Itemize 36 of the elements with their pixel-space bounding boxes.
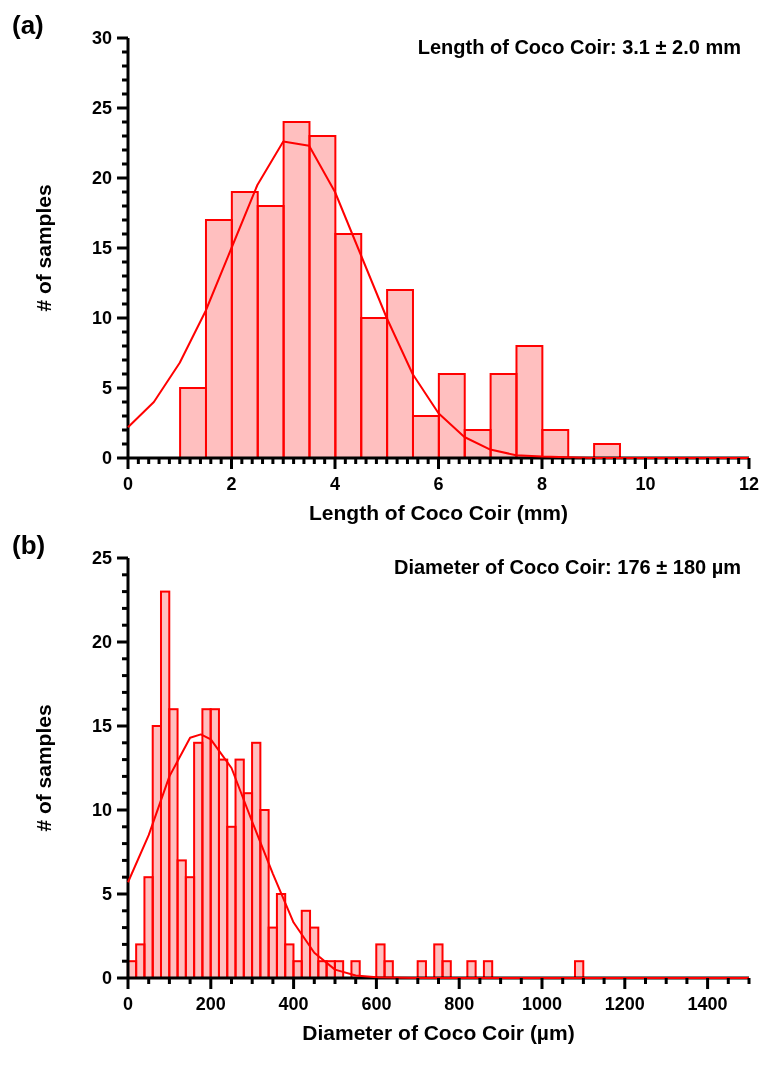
- y-tick-label: 10: [91, 800, 112, 820]
- x-tick-label: 8: [536, 474, 548, 494]
- text: (b): [12, 530, 46, 560]
- y-tick-label: 25: [91, 548, 112, 568]
- y-tick-label: 0: [101, 968, 112, 988]
- y-tick-label: 5: [101, 378, 112, 398]
- x-tick-label: 1400: [687, 994, 728, 1014]
- x-tick-label: 0: [122, 474, 134, 494]
- y-tick-label: 30: [91, 28, 112, 48]
- y-tick-label: 20: [91, 168, 112, 188]
- x-axis-title: Length of Coco Coir (mm): [309, 501, 568, 524]
- y-tick-label: 15: [91, 238, 112, 258]
- x-tick-label: 600: [361, 994, 392, 1014]
- y-tick-label: 5: [101, 884, 112, 904]
- y-tick-label: 15: [91, 716, 112, 736]
- x-tick-label: 1200: [604, 994, 645, 1014]
- x-tick-label: 2: [226, 474, 237, 494]
- x-tick-label: 4: [329, 474, 341, 494]
- chart-title: Length of Coco Coir: 3.1 ± 2.0 mm: [417, 36, 741, 58]
- x-tick-label: 400: [278, 994, 309, 1014]
- x-tick-label: 12: [738, 474, 760, 494]
- text: (a): [12, 10, 44, 40]
- x-tick-label: 200: [195, 994, 226, 1014]
- x-tick-label: 800: [444, 994, 475, 1014]
- y-tick-label: 0: [101, 448, 112, 468]
- x-axis-title: Diameter of Coco Coir (µm): [302, 1021, 575, 1044]
- y-axis-title: # of samples: [32, 704, 56, 832]
- y-tick-label: 25: [91, 98, 112, 118]
- y-axis-title: # of samples: [32, 184, 56, 312]
- y-tick-label: 10: [91, 308, 112, 328]
- x-tick-label: 6: [433, 474, 444, 494]
- y-tick-label: 20: [91, 632, 112, 652]
- x-tick-label: 10: [635, 474, 656, 494]
- x-tick-label: 1000: [521, 994, 563, 1014]
- x-tick-label: 0: [122, 994, 134, 1014]
- chart-title: Diameter of Coco Coir: 176 ± 180 µm: [393, 556, 741, 578]
